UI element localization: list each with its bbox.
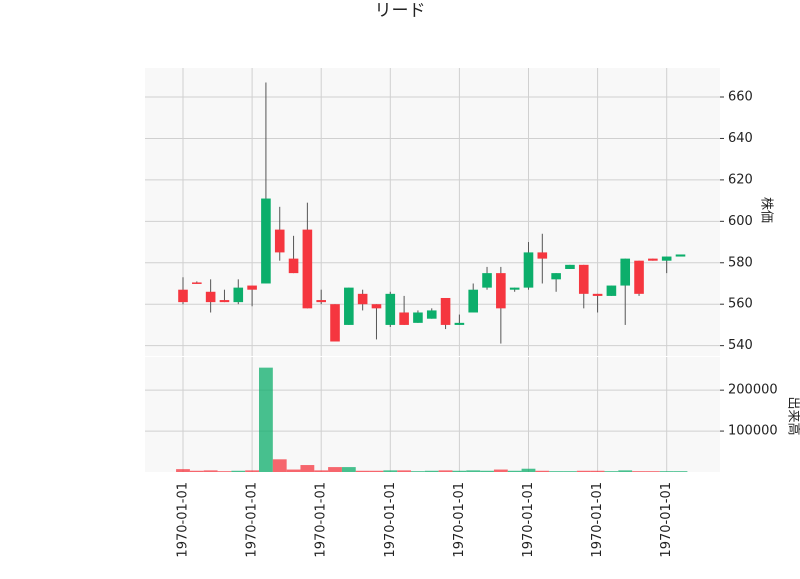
volume-bar [508,471,522,472]
y-tick-label: 640 [728,131,753,146]
volume-bar [397,470,411,472]
x-tick-label: 1970-01-01 [659,482,674,558]
candle-body [482,273,492,288]
volume-bar [480,471,494,472]
candle-body [289,259,299,274]
volume-bar [494,470,508,472]
volume-tick-label: 200000 [728,383,778,398]
candle-body [427,310,437,318]
volume-bar [342,467,356,472]
volume-bar [218,471,232,472]
candle-body [441,298,451,325]
volume-bar [231,471,245,472]
volume-bar [411,471,425,472]
x-tick-label: 1970-01-01 [590,482,605,558]
y-tick-label: 560 [728,297,753,312]
x-tick-label: 1970-01-01 [452,482,467,558]
volume-bar [259,368,273,472]
candle-body [316,300,326,302]
candle-body [261,199,271,284]
volume-bar [245,470,259,472]
candle-body [385,294,395,325]
volume-bar [535,471,549,472]
volume-tick-label: 100000 [728,424,778,439]
volume-bar [273,459,287,472]
y-tick-label: 580 [728,255,753,270]
candle-body [496,273,506,308]
x-tick-label: 1970-01-01 [521,482,536,558]
volume-bar [466,470,480,472]
candle-body [330,304,340,341]
candle-body [344,288,354,325]
volume-bar [632,471,646,472]
candle-body [178,290,188,302]
y-axis-label: 株価 [759,197,774,223]
candle-body [220,300,230,302]
x-tick-label: 1970-01-01 [314,482,329,558]
candle-body [620,259,630,286]
volume-bar [660,471,674,472]
candle-body [634,261,644,294]
volume-bar [577,471,591,472]
candle-body [510,288,520,290]
volume-bar [300,465,314,472]
volume-bar [674,471,688,472]
candle-body [579,265,589,294]
candle-body [455,323,465,325]
volume-bar [287,470,301,472]
volume-bar [190,471,204,472]
volume-bar [176,469,190,472]
candle-body [676,254,686,256]
volume-bar [204,470,218,472]
candle-body [372,304,382,308]
candle-body [538,252,548,258]
volume-bar [563,471,577,472]
volume-bar [328,467,342,472]
candle-body [303,230,313,309]
y-tick-label: 620 [728,172,753,187]
volume-panel [145,357,720,472]
candle-body [247,286,257,290]
volume-bar [591,471,605,472]
volume-bar [452,471,466,472]
candle-body [551,273,561,279]
candle-body [233,288,243,303]
x-tick-label: 1970-01-01 [176,482,191,558]
volume-bar [549,471,563,472]
volume-bar [604,471,618,472]
y-tick-label: 540 [728,338,753,353]
candle-body [468,290,478,313]
x-tick-label: 1970-01-01 [245,482,260,558]
candle-body [275,230,285,253]
volume-bar [646,471,660,472]
volume-bar [383,470,397,472]
volume-bar [618,470,632,472]
candle-body [399,312,409,324]
y-tick-label: 660 [728,90,753,105]
candle-body [565,265,575,269]
candle-body [206,292,216,302]
candle-body [607,286,617,296]
x-tick-label: 1970-01-01 [383,482,398,558]
volume-bar [425,471,439,472]
candle-body [413,312,423,322]
volume-bar [439,470,453,472]
volume-bar [370,471,384,472]
y-tick-label: 600 [728,214,753,229]
candle-body [524,252,534,287]
candle-body [662,257,672,261]
chart-title: リード [375,1,426,21]
candle-body [593,294,603,296]
volume-bar [522,469,536,472]
candle-body [358,294,368,304]
volume-bar [356,471,370,472]
volume-bar [314,470,328,472]
volume-axis-label: 出来高 [786,396,800,435]
candle-body [648,259,658,261]
candle-body [192,282,202,284]
